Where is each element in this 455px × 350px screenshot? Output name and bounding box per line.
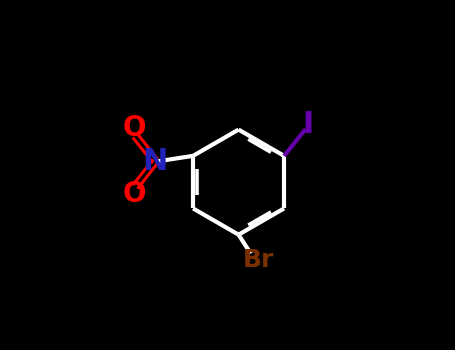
Text: O: O (123, 114, 147, 142)
Text: Br: Br (243, 248, 274, 272)
Text: N: N (143, 147, 168, 176)
Text: I: I (303, 110, 314, 139)
Text: O: O (123, 180, 147, 208)
